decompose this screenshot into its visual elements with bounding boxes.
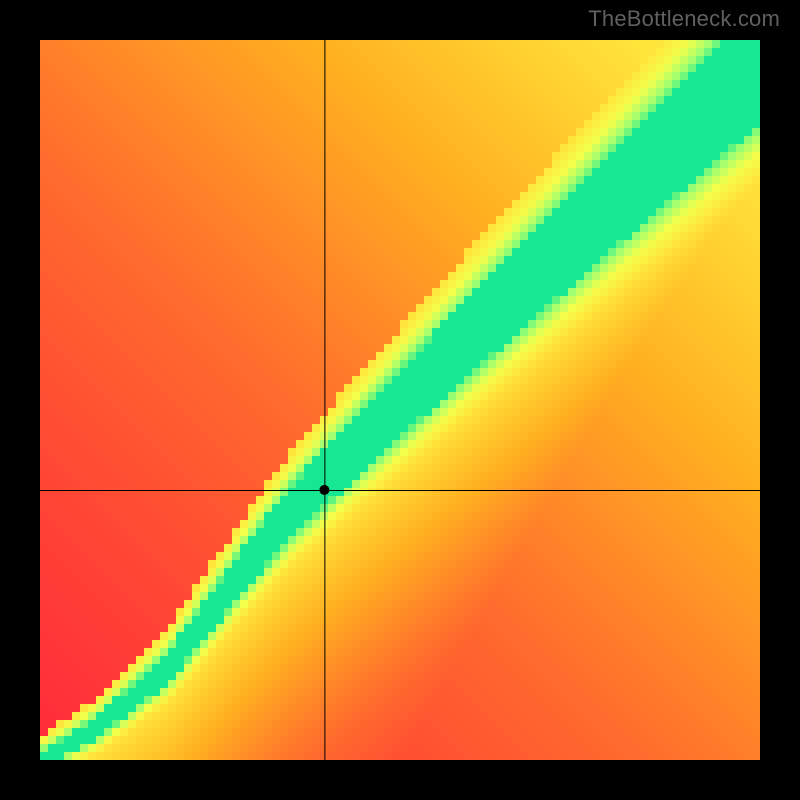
- bottleneck-heatmap-canvas: [0, 0, 800, 800]
- chart-container: TheBottleneck.com: [0, 0, 800, 800]
- watermark-text: TheBottleneck.com: [588, 6, 780, 32]
